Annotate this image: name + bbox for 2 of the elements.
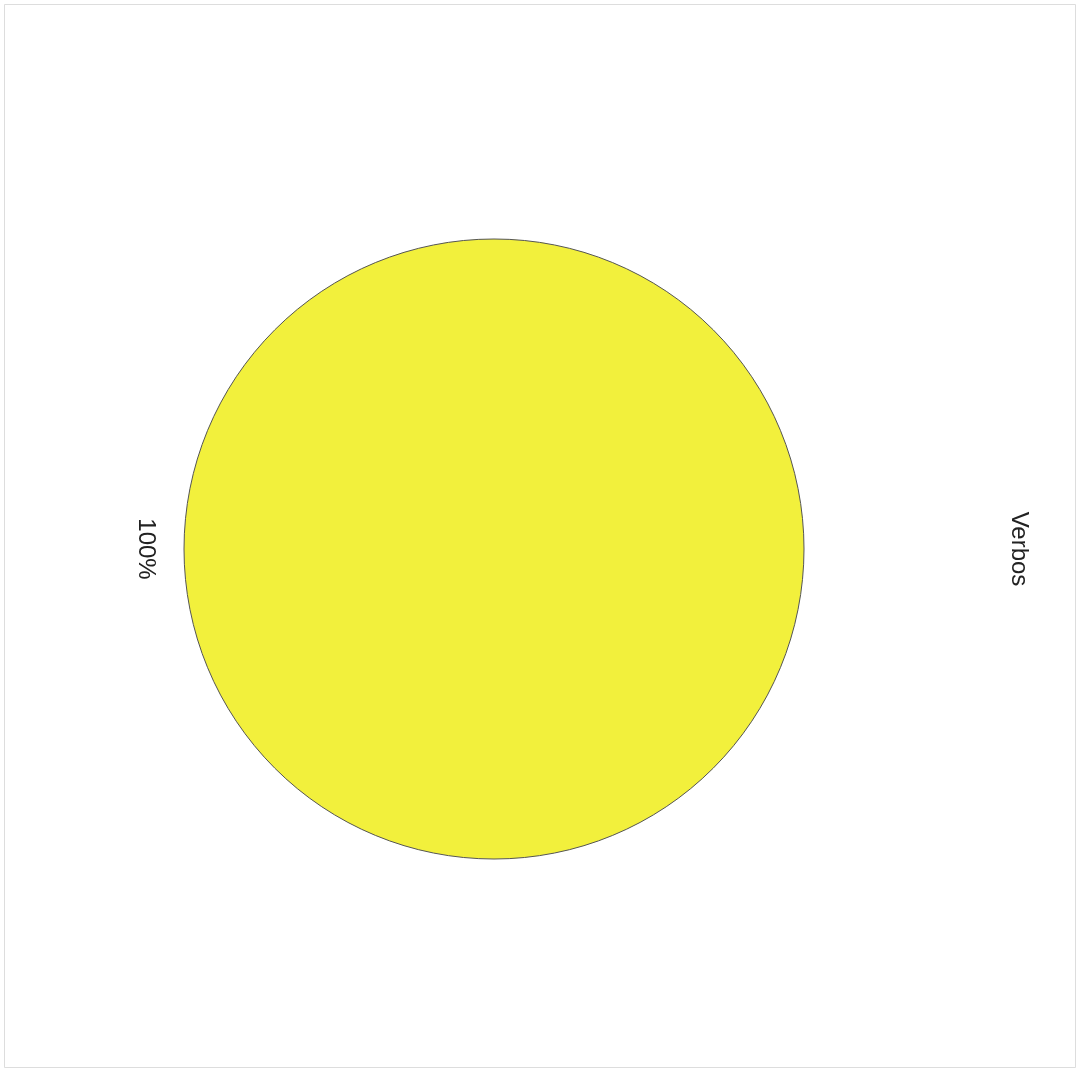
data-label: 100% bbox=[134, 518, 161, 580]
slice-label: Verbos bbox=[1007, 511, 1034, 587]
